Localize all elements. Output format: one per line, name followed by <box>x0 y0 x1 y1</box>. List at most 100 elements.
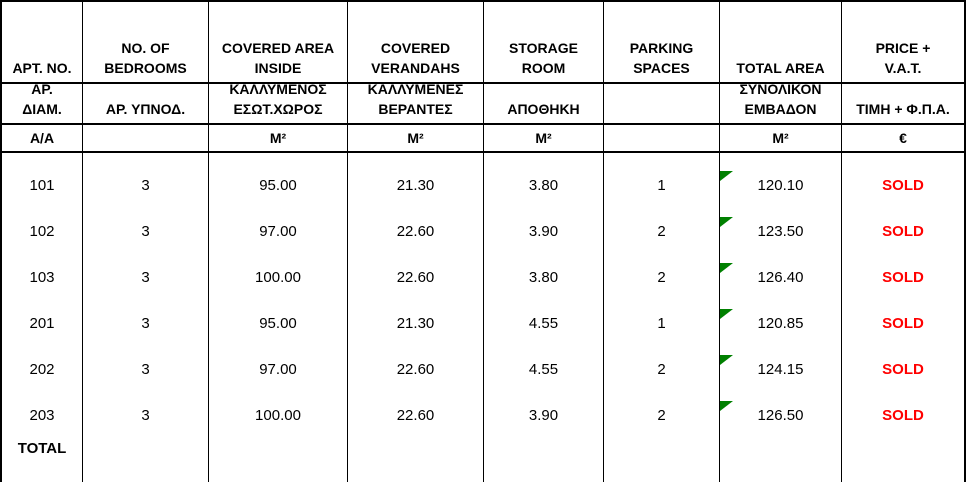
cell-apt-no[interactable]: 103 <box>2 245 83 291</box>
unit-verandahs-label: M² <box>407 130 424 146</box>
cell-verandahs[interactable]: 22.60 <box>348 199 484 245</box>
cell-total-area[interactable]: 120.10 <box>720 153 842 199</box>
header-total-area-greek[interactable]: ΣΥΝΟΛΙΚΟΝ ΕΜΒΑΔΟΝ <box>720 84 842 123</box>
unit-apt-no[interactable]: Α/Α <box>2 125 83 151</box>
cell-total-area[interactable]: 123.50 <box>720 199 842 245</box>
verandahs-value: 22.60 <box>396 269 435 286</box>
cell-total-label[interactable]: TOTAL <box>2 429 83 482</box>
cell-bedrooms[interactable]: 3 <box>83 291 209 337</box>
apt-no-value: 103 <box>29 269 55 286</box>
header-apt-no[interactable]: APT. NO. <box>2 2 83 82</box>
header-price-greek[interactable]: ΤΙΜΗ + Φ.Π.Α. <box>842 84 964 123</box>
cell-parking[interactable]: 2 <box>604 337 720 383</box>
cell-apt-no[interactable]: 102 <box>2 199 83 245</box>
header-storage[interactable]: STORAGE ROOM <box>484 2 604 82</box>
header-storage-greek[interactable]: ΑΠΟΘΗΚΗ <box>484 84 604 123</box>
bedrooms-value: 3 <box>141 223 150 240</box>
bedrooms-value: 3 <box>141 177 150 194</box>
unit-covered-inside[interactable]: M² <box>209 125 348 151</box>
cell-covered-inside[interactable]: 95.00 <box>209 153 348 199</box>
covered-inside-value: 97.00 <box>259 223 297 240</box>
cell-parking[interactable]: 2 <box>604 199 720 245</box>
cell-verandahs[interactable]: 22.60 <box>348 383 484 429</box>
cell-total-verandahs[interactable] <box>348 429 484 482</box>
header-row-english: APT. NO. NO. OF BEDROOMS COVERED AREA IN… <box>2 2 964 84</box>
cell-price-status[interactable]: SOLD <box>842 245 964 291</box>
total-area-value: 120.85 <box>757 315 804 332</box>
unit-parking[interactable] <box>604 125 720 151</box>
cell-verandahs[interactable]: 21.30 <box>348 291 484 337</box>
cell-storage[interactable]: 3.80 <box>484 153 604 199</box>
cell-total-bedrooms[interactable] <box>83 429 209 482</box>
cell-storage[interactable]: 3.80 <box>484 245 604 291</box>
cell-bedrooms[interactable]: 3 <box>83 337 209 383</box>
cell-storage[interactable]: 4.55 <box>484 337 604 383</box>
cell-covered-inside[interactable]: 95.00 <box>209 291 348 337</box>
cell-apt-no[interactable]: 203 <box>2 383 83 429</box>
cell-price-status[interactable]: SOLD <box>842 199 964 245</box>
cell-storage[interactable]: 4.55 <box>484 291 604 337</box>
cell-apt-no[interactable]: 201 <box>2 291 83 337</box>
cell-total-storage[interactable] <box>484 429 604 482</box>
bedrooms-value: 3 <box>141 407 150 424</box>
header-bedrooms[interactable]: NO. OF BEDROOMS <box>83 2 209 82</box>
cell-bedrooms[interactable]: 3 <box>83 153 209 199</box>
header-covered-inside-greek[interactable]: ΚΑΛΛΥΜΕΝΟΣ ΕΣΩΤ.ΧΩΡΟΣ <box>209 84 348 123</box>
cell-covered-inside[interactable]: 100.00 <box>209 245 348 291</box>
cell-corner-flag-icon <box>720 263 733 273</box>
covered-inside-value: 100.00 <box>255 407 301 424</box>
cell-total-area[interactable]: 126.50 <box>720 383 842 429</box>
cell-bedrooms[interactable]: 3 <box>83 199 209 245</box>
cell-verandahs[interactable]: 22.60 <box>348 337 484 383</box>
unit-verandahs[interactable]: M² <box>348 125 484 151</box>
header-apt-no-greek[interactable]: ΑΡ. ΔΙΑΜ. <box>2 84 83 123</box>
cell-price-status[interactable]: SOLD <box>842 383 964 429</box>
verandahs-value: 22.60 <box>396 223 435 240</box>
cell-corner-flag-icon <box>720 355 733 365</box>
unit-storage[interactable]: M² <box>484 125 604 151</box>
header-covered-inside-greek-label: ΚΑΛΛΥΜΕΝΟΣ ΕΣΩΤ.ΧΩΡΟΣ <box>229 84 327 117</box>
cell-price-status[interactable]: SOLD <box>842 291 964 337</box>
cell-price-status[interactable]: SOLD <box>842 337 964 383</box>
cell-covered-inside[interactable]: 100.00 <box>209 383 348 429</box>
header-covered-inside[interactable]: COVERED AREA INSIDE <box>209 2 348 82</box>
header-total-area-greek-label: ΣΥΝΟΛΙΚΟΝ ΕΜΒΑΔΟΝ <box>739 84 822 117</box>
unit-total-area-label: M² <box>772 130 789 146</box>
cell-parking[interactable]: 2 <box>604 245 720 291</box>
header-parking[interactable]: PARKING SPACES <box>604 2 720 82</box>
header-verandahs[interactable]: COVERED VERANDAHS <box>348 2 484 82</box>
cell-total-area[interactable]: 120.85 <box>720 291 842 337</box>
cell-corner-flag-icon <box>720 401 733 411</box>
cell-total-price[interactable] <box>842 429 964 482</box>
header-row-greek: ΑΡ. ΔΙΑΜ. ΑΡ. ΥΠΝΟΔ. ΚΑΛΛΥΜΕΝΟΣ ΕΣΩΤ.ΧΩΡ… <box>2 84 964 125</box>
cell-price-status[interactable]: SOLD <box>842 153 964 199</box>
cell-verandahs[interactable]: 21.30 <box>348 153 484 199</box>
cell-total-parking[interactable] <box>604 429 720 482</box>
total-label: TOTAL <box>17 440 67 457</box>
cell-covered-inside[interactable]: 97.00 <box>209 337 348 383</box>
header-total-area[interactable]: TOTAL AREA <box>720 2 842 82</box>
cell-parking[interactable]: 1 <box>604 291 720 337</box>
header-verandahs-greek[interactable]: ΚΑΛΛΥΜΕΝΕΣ ΒΕΡΑΝΤΕΣ <box>348 84 484 123</box>
cell-total-covered-inside[interactable] <box>209 429 348 482</box>
cell-total-area[interactable]: 126.40 <box>720 245 842 291</box>
unit-price[interactable]: € <box>842 125 964 151</box>
header-price[interactable]: PRICE + V.A.T. <box>842 2 964 82</box>
cell-apt-no[interactable]: 101 <box>2 153 83 199</box>
unit-total-area[interactable]: M² <box>720 125 842 151</box>
cell-bedrooms[interactable]: 3 <box>83 245 209 291</box>
header-parking-greek[interactable] <box>604 84 720 123</box>
cell-storage[interactable]: 3.90 <box>484 199 604 245</box>
cell-verandahs[interactable]: 22.60 <box>348 245 484 291</box>
cell-apt-no[interactable]: 202 <box>2 337 83 383</box>
cell-storage[interactable]: 3.90 <box>484 383 604 429</box>
cell-parking[interactable]: 2 <box>604 383 720 429</box>
unit-bedrooms[interactable] <box>83 125 209 151</box>
cell-parking[interactable]: 1 <box>604 153 720 199</box>
header-bedrooms-label: NO. OF BEDROOMS <box>104 40 187 76</box>
header-bedrooms-greek[interactable]: ΑΡ. ΥΠΝΟΔ. <box>83 84 209 123</box>
cell-bedrooms[interactable]: 3 <box>83 383 209 429</box>
cell-covered-inside[interactable]: 97.00 <box>209 199 348 245</box>
cell-total-total-area[interactable] <box>720 429 842 482</box>
cell-total-area[interactable]: 124.15 <box>720 337 842 383</box>
